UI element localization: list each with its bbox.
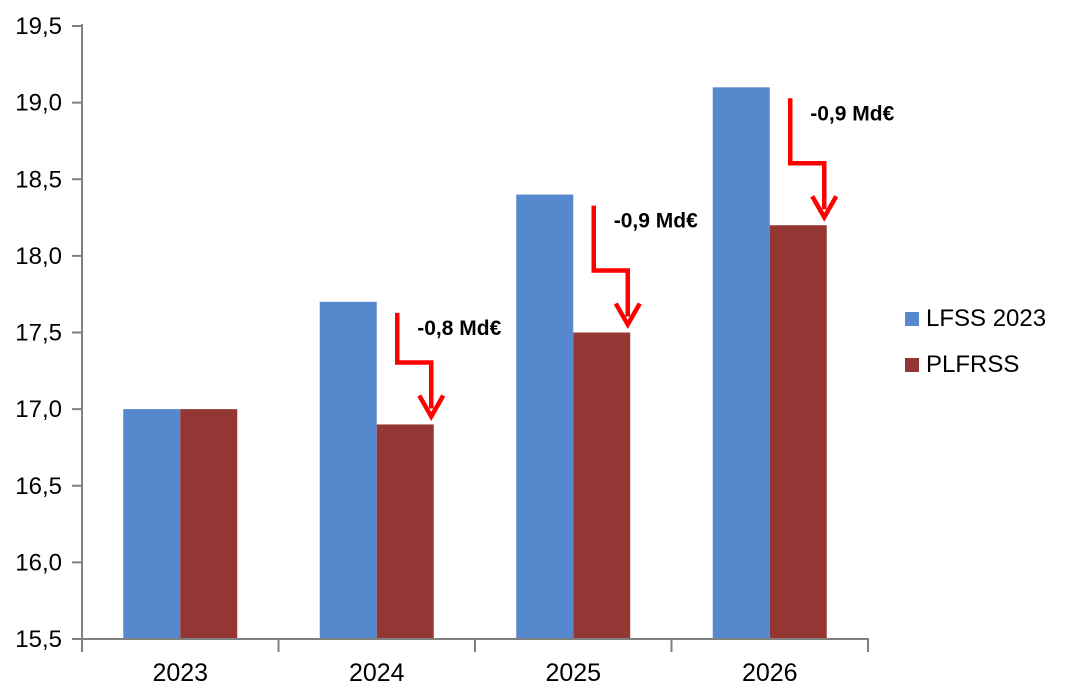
legend-label: LFSS 2023 [926,305,1047,332]
annotation-arrowhead-2025 [613,302,642,330]
x-category-label: 2026 [742,659,798,687]
x-category-label: 2023 [152,659,208,687]
bar-plfrss-2026 [769,225,827,639]
bar-lfss-2023-2024 [319,301,377,639]
y-tick-label: 17,0 [15,396,62,423]
annotation-arrowhead-2026 [810,195,839,222]
y-tick-label: 18,0 [15,243,62,270]
legend-swatch-icon [905,312,919,326]
annotation-arrowhead-2024 [417,394,446,421]
bar-lfss-2023-2026 [712,87,770,640]
annotation-label-2026: -0,9 Md€ [810,102,894,125]
legend-item-2: PLFRSS [905,349,1046,381]
y-tick-label: 17,5 [15,320,62,347]
annotation-arrow-2025 [591,205,630,317]
legend-swatch-icon [905,358,919,372]
y-tick-label: 18,5 [15,166,62,193]
y-tick-label: 16,0 [15,549,62,576]
y-tick-label: 16,5 [15,473,62,500]
bar-plfrss-2024 [376,424,434,639]
x-category-label: 2024 [349,659,405,687]
legend: LFSS 2023 PLFRSS [905,303,1046,395]
y-tick-label: 19,5 [15,13,62,40]
annotation-arrow-2026 [788,98,827,210]
legend-item-1: LFSS 2023 [905,303,1046,335]
annotation-label-2025: -0,9 Md€ [614,210,698,233]
annotation-label-2024: -0,8 Md€ [417,317,501,340]
y-tick-label: 19,0 [15,90,62,117]
bar-plfrss-2023 [180,409,238,639]
bar-plfrss-2025 [573,332,631,639]
legend-label: PLFRSS [926,351,1020,378]
y-tick-label: 15,5 [15,626,62,653]
bar-lfss-2023-2025 [516,194,574,639]
x-category-label: 2025 [545,659,601,687]
bar-lfss-2023-2023 [123,409,181,639]
annotation-arrow-2024 [395,312,434,409]
